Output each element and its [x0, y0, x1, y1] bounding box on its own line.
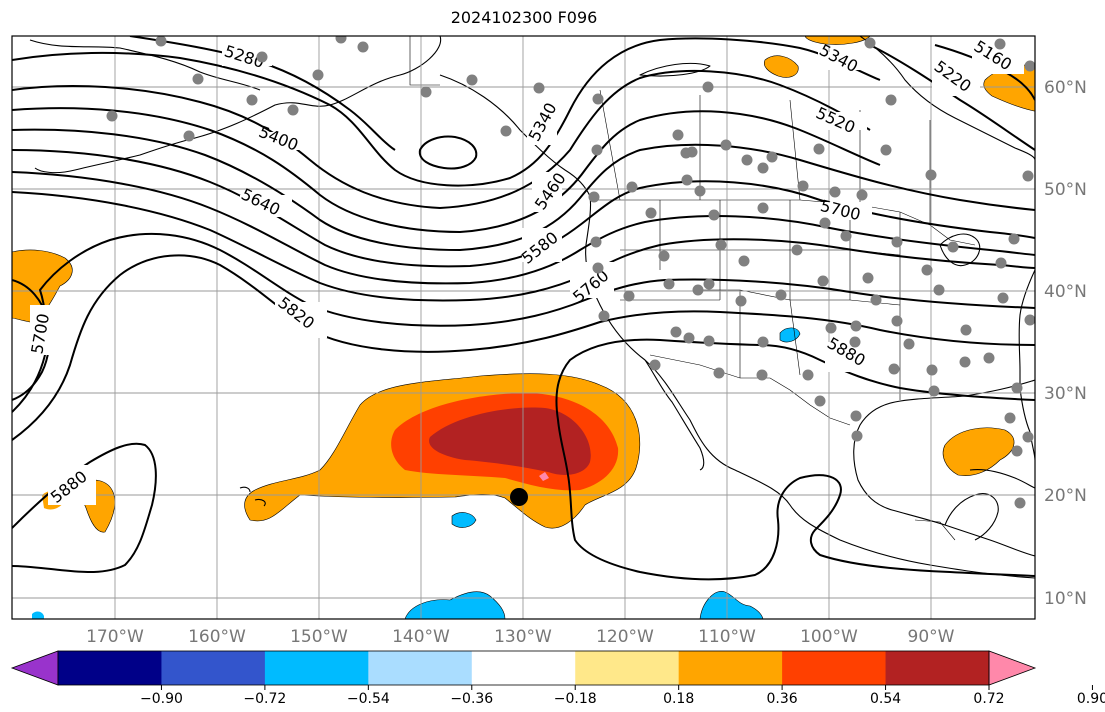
lat-label-20: 20°N — [1044, 486, 1087, 506]
colorbar-tick-label: 0.18 — [663, 691, 694, 707]
lon-label-140: 140°W — [392, 627, 450, 647]
lon-label-160: 160°W — [188, 627, 246, 647]
colorbar-tick-label: 0.72 — [973, 691, 1004, 707]
map-frame-bg — [12, 36, 1035, 619]
lat-label-50: 50°N — [1044, 180, 1087, 200]
colorbar-cell — [782, 651, 887, 685]
canada-provinces — [599, 89, 931, 225]
colorbar-extend-high — [988, 650, 1037, 686]
colorbar-cell — [368, 651, 473, 685]
hudson-area — [859, 36, 1035, 161]
contour-5220 — [869, 44, 1035, 151]
anomaly-positive-canada — [763, 55, 799, 78]
hawaii-islands — [239, 486, 266, 507]
baja-california — [644, 359, 705, 471]
colorbar-tick-label: −0.72 — [243, 691, 286, 707]
lat-label-60: 60°N — [1044, 78, 1087, 98]
map-title: 2024102300 F096 — [450, 8, 598, 27]
us-mexico-border — [649, 354, 851, 426]
anomaly-negative-5 — [32, 611, 44, 619]
colorbar-tick-label: −0.54 — [347, 691, 390, 707]
lon-label-120: 120°W — [596, 627, 654, 647]
contour-5400 — [12, 69, 871, 210]
anomaly-positive-main-inner — [429, 407, 591, 475]
lon-label-170: 170°W — [86, 627, 144, 647]
colorbar-ticks: −0.90 −0.72 −0.54 −0.36 −0.18 0.18 0.36 0.54 0.7… — [140, 685, 1105, 707]
lat-label-40: 40°N — [1044, 282, 1087, 302]
lat-label-10: 10°N — [1044, 589, 1087, 609]
colorbar-frame — [57, 650, 990, 686]
colorbar-tick-label: −0.36 — [450, 691, 493, 707]
contour-5820 — [12, 254, 1035, 441]
colorbar-cell — [885, 651, 990, 685]
alaska-canada-border — [409, 36, 440, 86]
lon-label-90: 90°W — [908, 627, 955, 647]
colorbar-tick-label: −0.18 — [554, 691, 597, 707]
colorbar-extend-low — [10, 650, 59, 686]
colorbar-cell — [575, 651, 680, 685]
graticule — [12, 36, 1035, 619]
anomaly-negative-3 — [451, 512, 477, 528]
lon-label-110: 110°W — [698, 627, 756, 647]
colorbar-cell — [678, 651, 783, 685]
political-borders — [409, 36, 976, 541]
colorbar-tick-label: −0.90 — [140, 691, 183, 707]
colorbar-cell — [161, 651, 266, 685]
lat-label-30: 30°N — [1044, 384, 1087, 404]
alaska-panhandle — [439, 74, 591, 197]
contour-5520 — [12, 128, 1035, 252]
arctic-islands — [639, 62, 711, 77]
lon-label-150: 150°W — [290, 627, 348, 647]
colorbar-tick-label: 0.36 — [767, 691, 798, 707]
anomaly-shading — [12, 36, 1035, 619]
yucatan — [944, 493, 999, 541]
tropical-cyclone-marker — [510, 488, 528, 506]
cuba — [969, 468, 1035, 489]
latitude-labels: 60°N 50°N 40°N 30°N 20°N 10°N — [1044, 78, 1087, 609]
anomaly-positive-max — [539, 472, 549, 481]
contour-5880-east — [555, 338, 1035, 581]
colorbar-cell — [471, 651, 576, 685]
station-markers — [106, 36, 1035, 509]
gulf-coast — [853, 379, 1035, 557]
anomaly-positive-gulf — [942, 427, 1015, 476]
colorbar: −0.90 −0.72 −0.54 −0.36 −0.18 0.18 0.36 0.54 0.7… — [10, 650, 1105, 707]
contour-5700-main — [12, 191, 1035, 302]
colorbar-cells — [58, 651, 990, 685]
alaska-coast — [34, 36, 442, 174]
contour-5280 — [129, 36, 396, 151]
colorbar-cell — [264, 651, 369, 685]
anomaly-negative-1 — [404, 591, 506, 619]
colorbar-tick-label: 0.54 — [870, 691, 901, 707]
map-frame — [11, 35, 1036, 620]
lon-label-100: 100°W — [800, 627, 858, 647]
lon-label-130: 130°W — [494, 627, 552, 647]
anomaly-positive-north — [804, 36, 871, 45]
central-america — [914, 519, 956, 541]
contour-5460 — [12, 107, 881, 234]
colorbar-tick-label: 0.90 — [1077, 691, 1105, 707]
contour-5760 — [12, 232, 1035, 413]
contour-5340-west — [12, 37, 881, 187]
colorbar-cell — [58, 651, 162, 685]
longitude-labels: 170°W 160°W 150°W 140°W 130°W 120°W 110°… — [86, 627, 955, 647]
contour-5880-low — [418, 135, 478, 170]
